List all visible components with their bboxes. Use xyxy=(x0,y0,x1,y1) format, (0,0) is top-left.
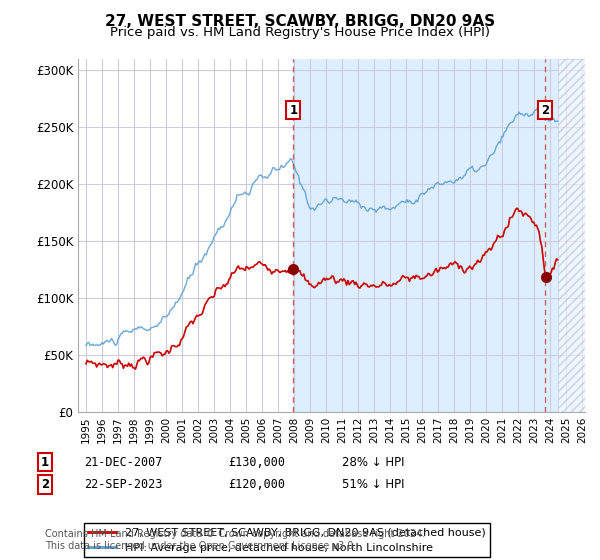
Text: £120,000: £120,000 xyxy=(228,478,285,491)
Text: 51% ↓ HPI: 51% ↓ HPI xyxy=(342,478,404,491)
Text: £130,000: £130,000 xyxy=(228,455,285,469)
Text: 2: 2 xyxy=(41,478,49,491)
Text: Price paid vs. HM Land Registry's House Price Index (HPI): Price paid vs. HM Land Registry's House … xyxy=(110,26,490,39)
Bar xyxy=(558,59,585,412)
Bar xyxy=(293,59,585,412)
Text: 27, WEST STREET, SCAWBY, BRIGG, DN20 9AS: 27, WEST STREET, SCAWBY, BRIGG, DN20 9AS xyxy=(105,14,495,29)
Legend: 27, WEST STREET, SCAWBY, BRIGG, DN20 9AS (detached house), HPI: Average price, d: 27, WEST STREET, SCAWBY, BRIGG, DN20 9AS… xyxy=(83,523,490,557)
Text: 21-DEC-2007: 21-DEC-2007 xyxy=(84,455,163,469)
Text: 28% ↓ HPI: 28% ↓ HPI xyxy=(342,455,404,469)
Text: 1: 1 xyxy=(289,104,298,116)
Text: Contains HM Land Registry data © Crown copyright and database right 2024.
This d: Contains HM Land Registry data © Crown c… xyxy=(45,529,425,551)
Text: 2: 2 xyxy=(541,104,550,116)
Text: 1: 1 xyxy=(41,455,49,469)
Text: 22-SEP-2023: 22-SEP-2023 xyxy=(84,478,163,491)
